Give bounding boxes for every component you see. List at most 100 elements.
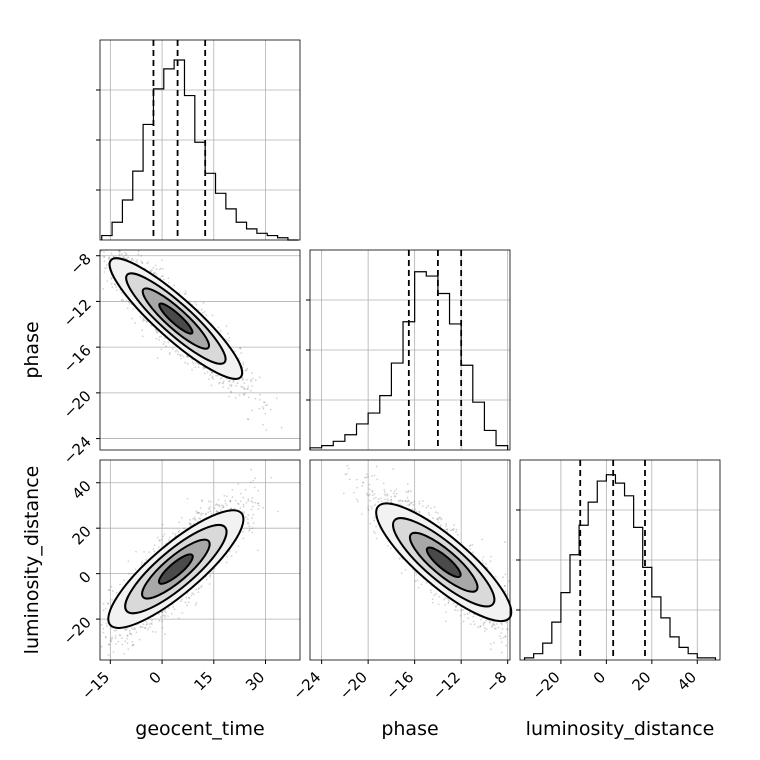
scatter-point <box>246 387 249 390</box>
scatter-point <box>123 652 125 655</box>
scatter-point <box>153 271 156 274</box>
scatter-point <box>445 620 447 623</box>
scatter-point <box>135 550 137 553</box>
scatter-point <box>158 336 161 338</box>
scatter-point <box>161 268 164 270</box>
scatter-point <box>131 257 133 260</box>
scatter-point <box>239 500 242 503</box>
scatter-point <box>374 532 377 535</box>
scatter-point <box>375 537 378 540</box>
scatter-point <box>127 256 130 259</box>
scatter-point <box>126 307 129 310</box>
scatter-point <box>112 255 115 258</box>
scatter-point <box>246 521 249 524</box>
scatter-point <box>208 583 211 585</box>
scatter-point <box>437 521 440 524</box>
scatter-point <box>103 251 105 253</box>
panel-0 <box>96 39 301 241</box>
scatter-point <box>105 263 108 266</box>
scatter-point <box>121 253 123 255</box>
scatter-point <box>131 641 134 643</box>
scatter-point <box>124 257 127 260</box>
scatter-point <box>275 397 278 400</box>
scatter-point <box>167 341 170 344</box>
scatter-point <box>162 275 164 278</box>
scatter-point <box>373 516 376 519</box>
scatter-point <box>160 538 163 541</box>
scatter-point <box>120 299 123 302</box>
scatter-point <box>172 605 175 608</box>
scatter-point <box>250 500 253 502</box>
scatter-point <box>186 355 189 357</box>
scatter-point <box>246 388 249 391</box>
scatter-point <box>262 401 265 404</box>
scatter-point <box>150 270 152 273</box>
scatter-point <box>230 555 233 557</box>
scatter-point <box>195 303 198 306</box>
scatter-point <box>110 252 113 255</box>
scatter-point <box>237 482 240 485</box>
scatter-point <box>210 384 213 387</box>
scatter-point <box>142 335 144 338</box>
scatter-point <box>223 380 225 382</box>
scatter-point <box>163 533 166 536</box>
scatter-point <box>127 560 130 563</box>
scatter-point <box>265 429 268 432</box>
scatter-point <box>132 628 135 631</box>
scatter-point <box>115 591 118 594</box>
scatter-point <box>453 524 456 527</box>
scatter-point <box>232 379 235 382</box>
scatter-point <box>243 394 246 396</box>
scatter-point <box>134 321 137 324</box>
scatter-point <box>257 508 260 510</box>
scatter-point <box>242 378 245 380</box>
scatter-point <box>111 598 113 601</box>
scatter-point <box>198 512 201 514</box>
scatter-point <box>132 644 135 646</box>
scatter-point <box>242 363 245 366</box>
scatter-point <box>147 261 150 264</box>
scatter-point <box>393 490 396 493</box>
scatter-point <box>140 561 143 563</box>
scatter-point <box>371 475 373 477</box>
scatter-point <box>158 619 161 622</box>
scatter-point <box>200 586 202 589</box>
scatter-point <box>238 394 241 397</box>
scatter-point <box>141 262 144 265</box>
scatter-point <box>222 386 225 388</box>
scatter-point <box>361 485 364 487</box>
scatter-point <box>177 353 179 356</box>
scatter-point <box>429 589 432 592</box>
scatter-point <box>160 275 163 278</box>
scatter-point <box>164 616 166 619</box>
scatter-point <box>107 589 110 592</box>
scatter-point <box>163 340 166 343</box>
scatter-point <box>129 632 132 635</box>
scatter-point <box>414 508 417 511</box>
scatter-point <box>228 384 231 386</box>
scatter-point <box>252 377 254 380</box>
scatter-point <box>252 479 255 482</box>
scatter-point <box>102 631 105 634</box>
scatter-point <box>139 625 142 628</box>
scatter-point <box>347 467 350 470</box>
scatter-point <box>132 258 135 261</box>
scatter-point <box>179 355 182 357</box>
scatter-point <box>115 629 118 632</box>
scatter-point <box>183 292 186 295</box>
scatter-point <box>264 404 267 407</box>
scatter-point <box>244 369 247 372</box>
scatter-point <box>425 506 428 509</box>
scatter-point <box>249 378 252 381</box>
scatter-point <box>160 616 162 618</box>
scatter-point <box>186 362 189 365</box>
scatter-point <box>208 500 210 503</box>
scatter-point <box>103 260 106 263</box>
scatter-point <box>145 320 148 323</box>
scatter-point <box>180 600 183 602</box>
scatter-point <box>466 613 469 615</box>
scatter-point <box>201 311 204 314</box>
scatter-point <box>221 506 224 509</box>
scatter-point <box>164 611 167 614</box>
scatter-point <box>262 407 265 410</box>
